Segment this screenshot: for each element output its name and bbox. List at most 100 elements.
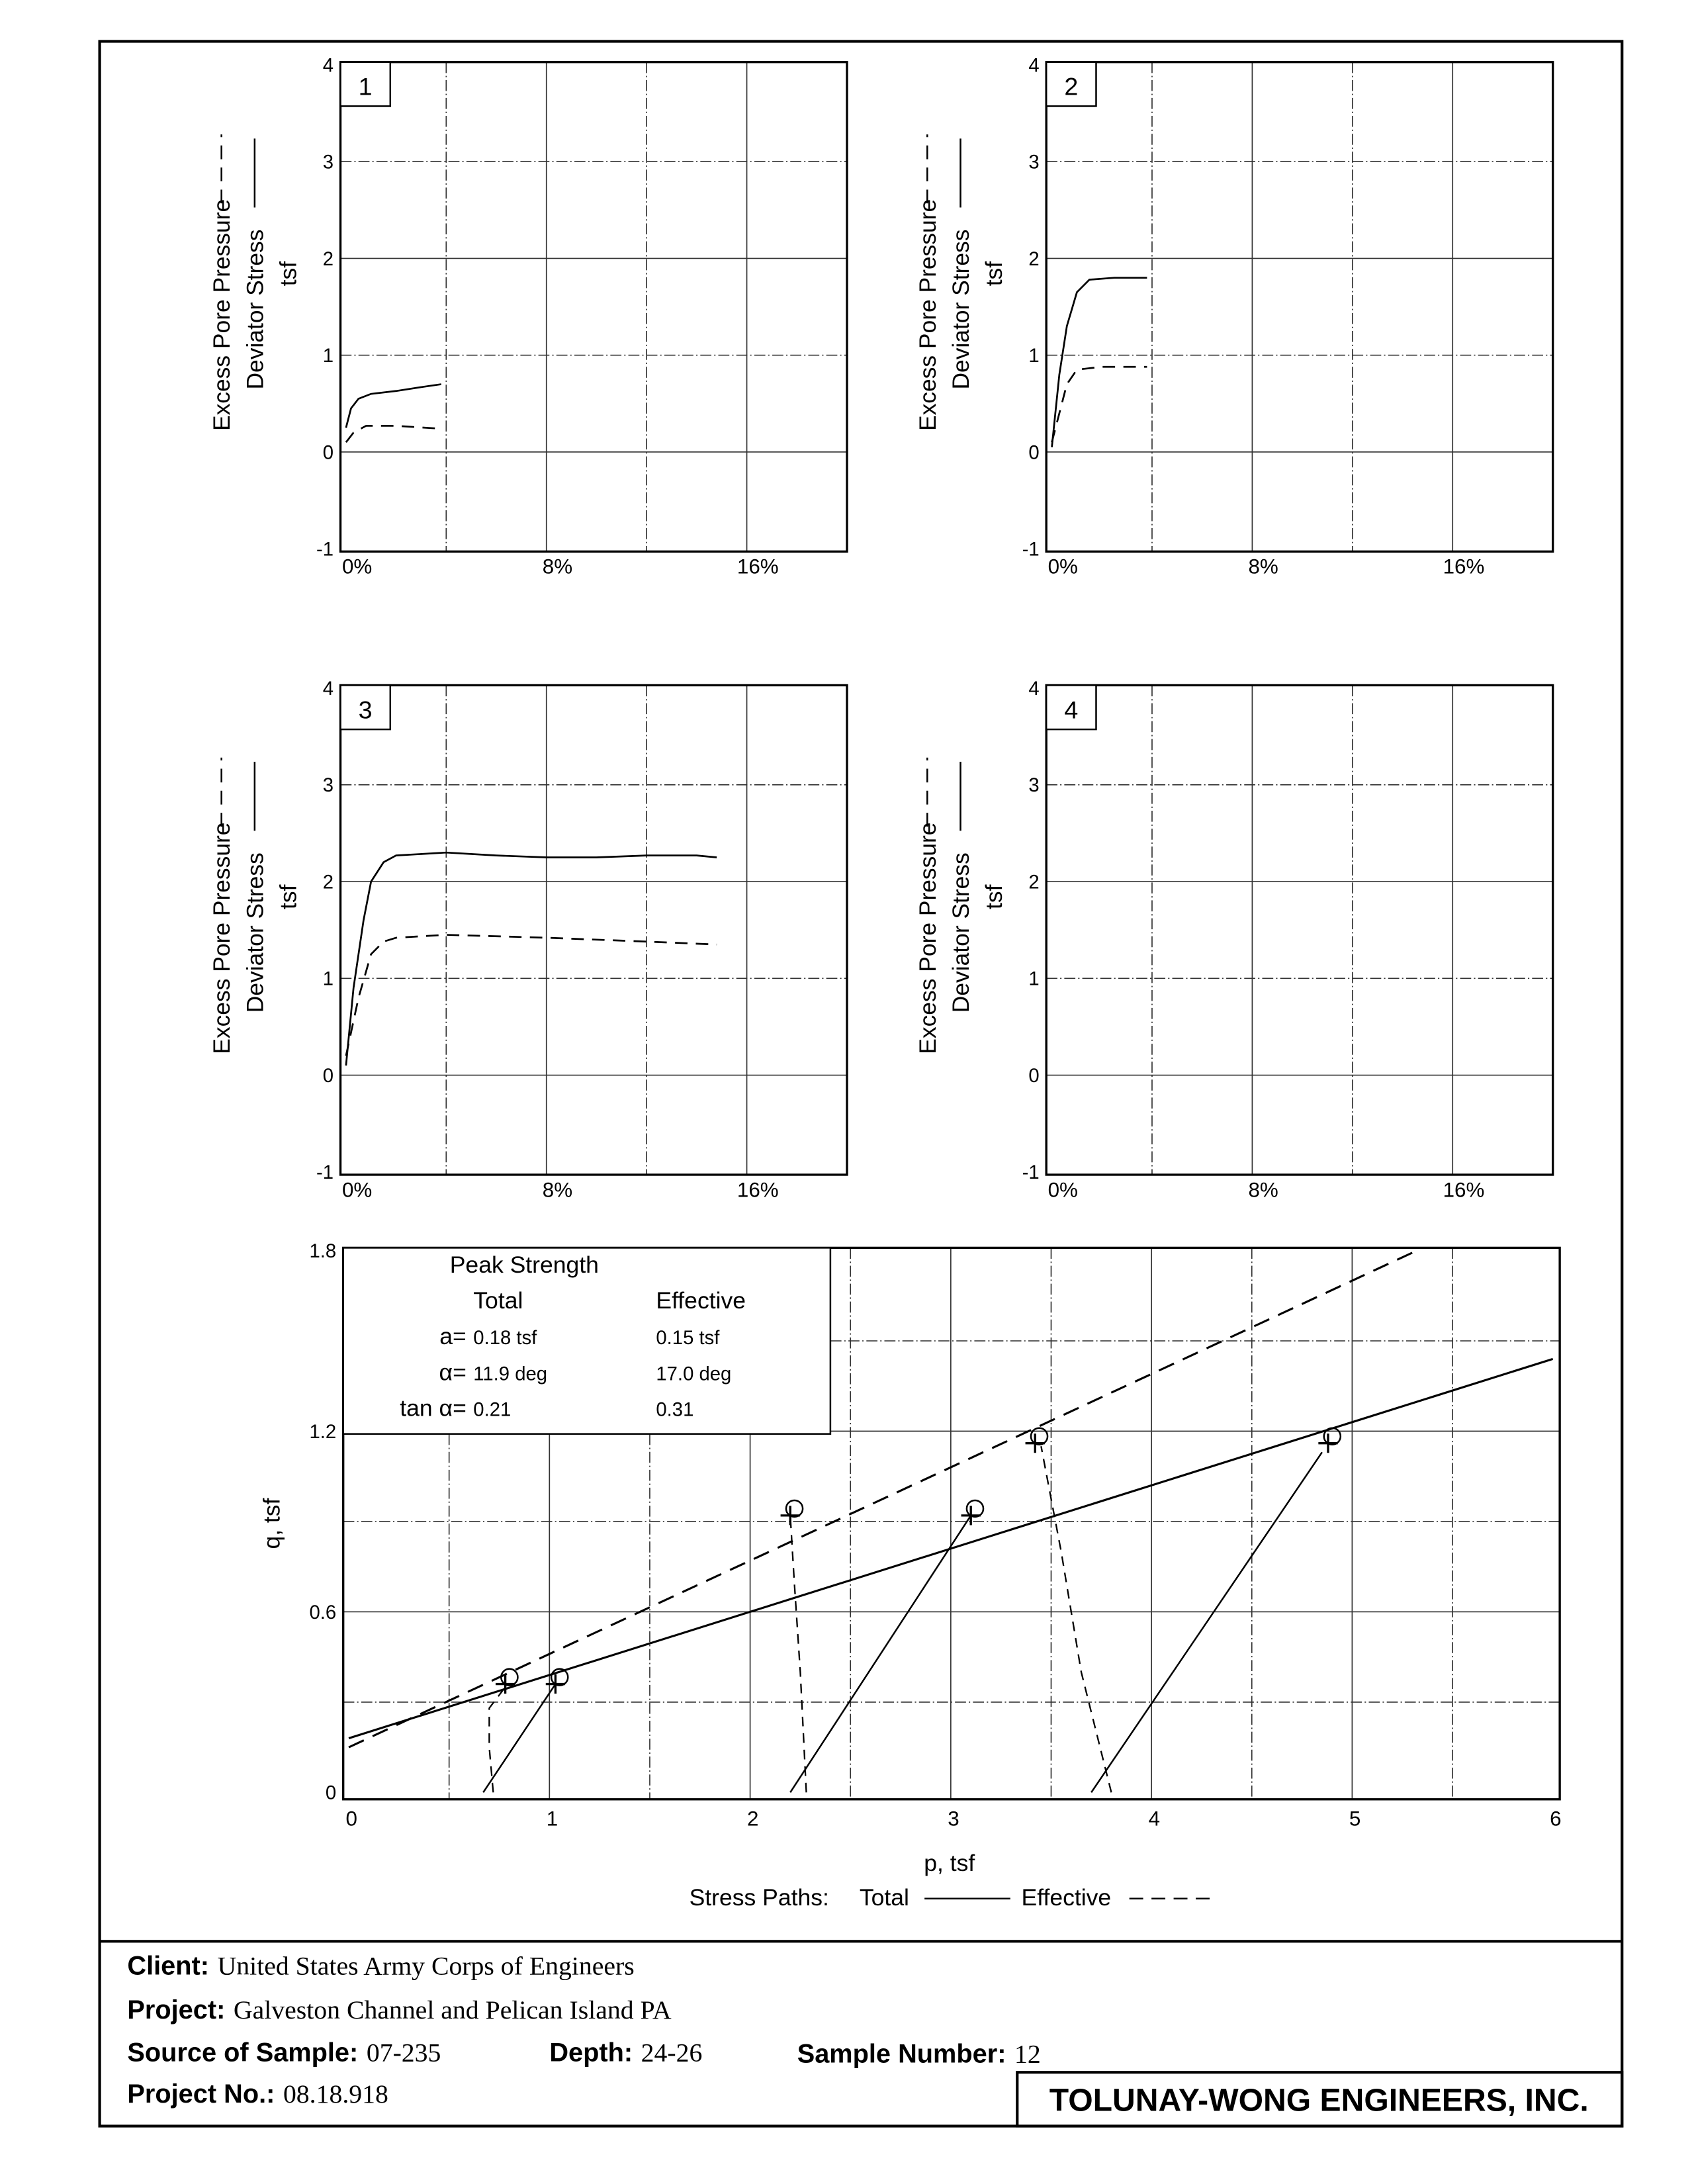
y-tick-label: 1.8 [310,1241,337,1262]
panel-number: 3 [359,696,373,723]
plot-frame [339,61,848,553]
peak-marker-cross [545,1674,566,1694]
legend-row-effective: 0.15 tsf [656,1328,720,1349]
legend-col-effective: Effective [656,1287,746,1314]
peak-marker-cross [495,1674,515,1694]
y-tick-label: 3 [1028,775,1039,796]
y-tick-label: 0 [326,1783,336,1804]
deviator-stress-label: Deviator Stress [242,230,268,390]
company-name: TOLUNAY-WONG ENGINEERS, INC. [1049,2083,1589,2118]
total-stress-path [789,1515,972,1794]
y-tick-label: 0 [1028,1066,1039,1087]
deviator-stress-label: Deviator Stress [242,852,268,1013]
pore-pressure-curve [1051,365,1147,443]
strain-panel-3: 3 4 3 2 1 0 -1 0% 8% 16% Excess Pore Pressure Devia… [208,678,848,1201]
y-tick-label: 1 [323,345,334,367]
x-tick-label: 16% [1443,1178,1485,1201]
panel-number-box [339,684,392,731]
x-tick-label: 5 [1349,1807,1360,1830]
project-no-row: Project No.: 08.18.918 [127,2079,388,2109]
x-tick-label: 0% [1048,555,1078,578]
stress-path-legend: Stress Paths: Total Effective [690,1884,1213,1911]
unit-label: tsf [981,261,1007,287]
x-tick-label: 1 [547,1807,558,1830]
panel-number: 1 [359,73,373,101]
legend-row-label: α= [439,1359,467,1385]
unit-label: tsf [275,261,302,287]
legend-row-total: 0.21 [473,1400,511,1421]
failure-line-effective [348,1250,1417,1749]
depth-row: Depth: 24-26 [549,2038,702,2068]
y-tick-label: -1 [1022,539,1040,561]
y-tick-label: 2 [1028,872,1039,893]
x-tick-label: 2 [747,1807,758,1830]
peak-strength-legend: Peak Strength Total Effective a= 0.18 ts… [400,1251,746,1422]
peak-marker-circle [785,1499,804,1518]
legend-row-label: a= [439,1323,467,1349]
y-tick-label: -1 [316,539,334,561]
source-row: Source of Sample: 07-235 [127,2038,441,2068]
legend-row-total: 0.18 tsf [473,1328,537,1349]
x-tick-label: 16% [1443,555,1485,578]
pore-pressure-curve [345,425,441,443]
y-tick-label: 4 [1028,678,1039,700]
x-tick-label: 3 [948,1807,959,1830]
y-tick-label: 0 [323,442,334,463]
deviator-stress-curve [345,851,717,1066]
effective-stress-path [1040,1446,1112,1793]
x-tick-label: 16% [737,1178,779,1201]
legend-row-effective: 17.0 deg [656,1363,731,1385]
y-tick-label: 2 [323,872,334,893]
y-tick-label: 4 [1028,55,1039,76]
y-tick-label: -1 [1022,1162,1040,1183]
total-stress-path [1091,1451,1323,1794]
legend-row-total: 11.9 deg [473,1363,547,1385]
total-stress-path [482,1683,557,1794]
outer-border [98,40,1624,2128]
path-legend-total: Total [860,1884,909,1911]
legend-title: Peak Strength [450,1251,599,1278]
y-axis-title: Excess Pore Pressure Deviator Stress tsf [914,757,1007,1054]
panel-number-box [1045,684,1097,731]
y-tick-label: 0.6 [310,1602,337,1623]
y-tick-label: 1 [1028,969,1039,990]
pore-pressure-label: Excess Pore Pressure [208,199,235,431]
path-legend-prefix: Stress Paths: [690,1884,829,1911]
x-tick-label: 6 [1550,1807,1561,1830]
plot-frame [339,684,848,1176]
peak-marker-cross [780,1506,800,1525]
effective-stress-path [789,1515,807,1793]
y-tick-label: 4 [323,678,334,700]
plot-frame [342,1246,1561,1801]
x-tick-label: 4 [1149,1807,1160,1830]
panel-number: 4 [1064,696,1078,723]
pore-pressure-label: Excess Pore Pressure [914,199,941,431]
legend-col-total: Total [473,1287,523,1314]
deviator-stress-label: Deviator Stress [948,230,974,390]
plot-frame [1045,684,1554,1176]
panel-number-box [339,61,392,107]
x-tick-label: 0% [342,555,372,578]
deviator-stress-curve [1051,277,1147,447]
y-tick-label: 3 [323,152,334,173]
title-block: Client: United States Army Corps of Engin… [127,1951,1624,2128]
panel-number-box [1045,61,1097,107]
legend-row-effective: 0.31 [656,1400,693,1421]
failure-lines [348,1250,1554,1749]
y-tick-label: 0 [323,1066,334,1087]
unit-label: tsf [981,884,1007,909]
strain-panel-4: 4 4 3 2 1 0 -1 0% 8% 16% Excess Pore Pressure Devia… [914,678,1554,1201]
y-tick-label: 1 [323,969,334,990]
y-axis-title: Excess Pore Pressure Deviator Stress tsf [914,134,1007,431]
y-axis-title: Excess Pore Pressure Deviator Stress tsf [208,134,302,431]
effective-stress-path [488,1686,506,1793]
y-tick-label: 4 [323,55,334,76]
y-tick-label: -1 [316,1162,334,1183]
x-tick-label: 0% [1048,1178,1078,1201]
x-tick-label: 8% [543,1178,572,1201]
y-tick-label: 3 [1028,152,1039,173]
peak-marker-circle [1030,1427,1049,1446]
company-box [1016,2071,1624,2128]
deviator-stress-label: Deviator Stress [948,852,974,1013]
x-tick-label: 16% [737,555,779,578]
